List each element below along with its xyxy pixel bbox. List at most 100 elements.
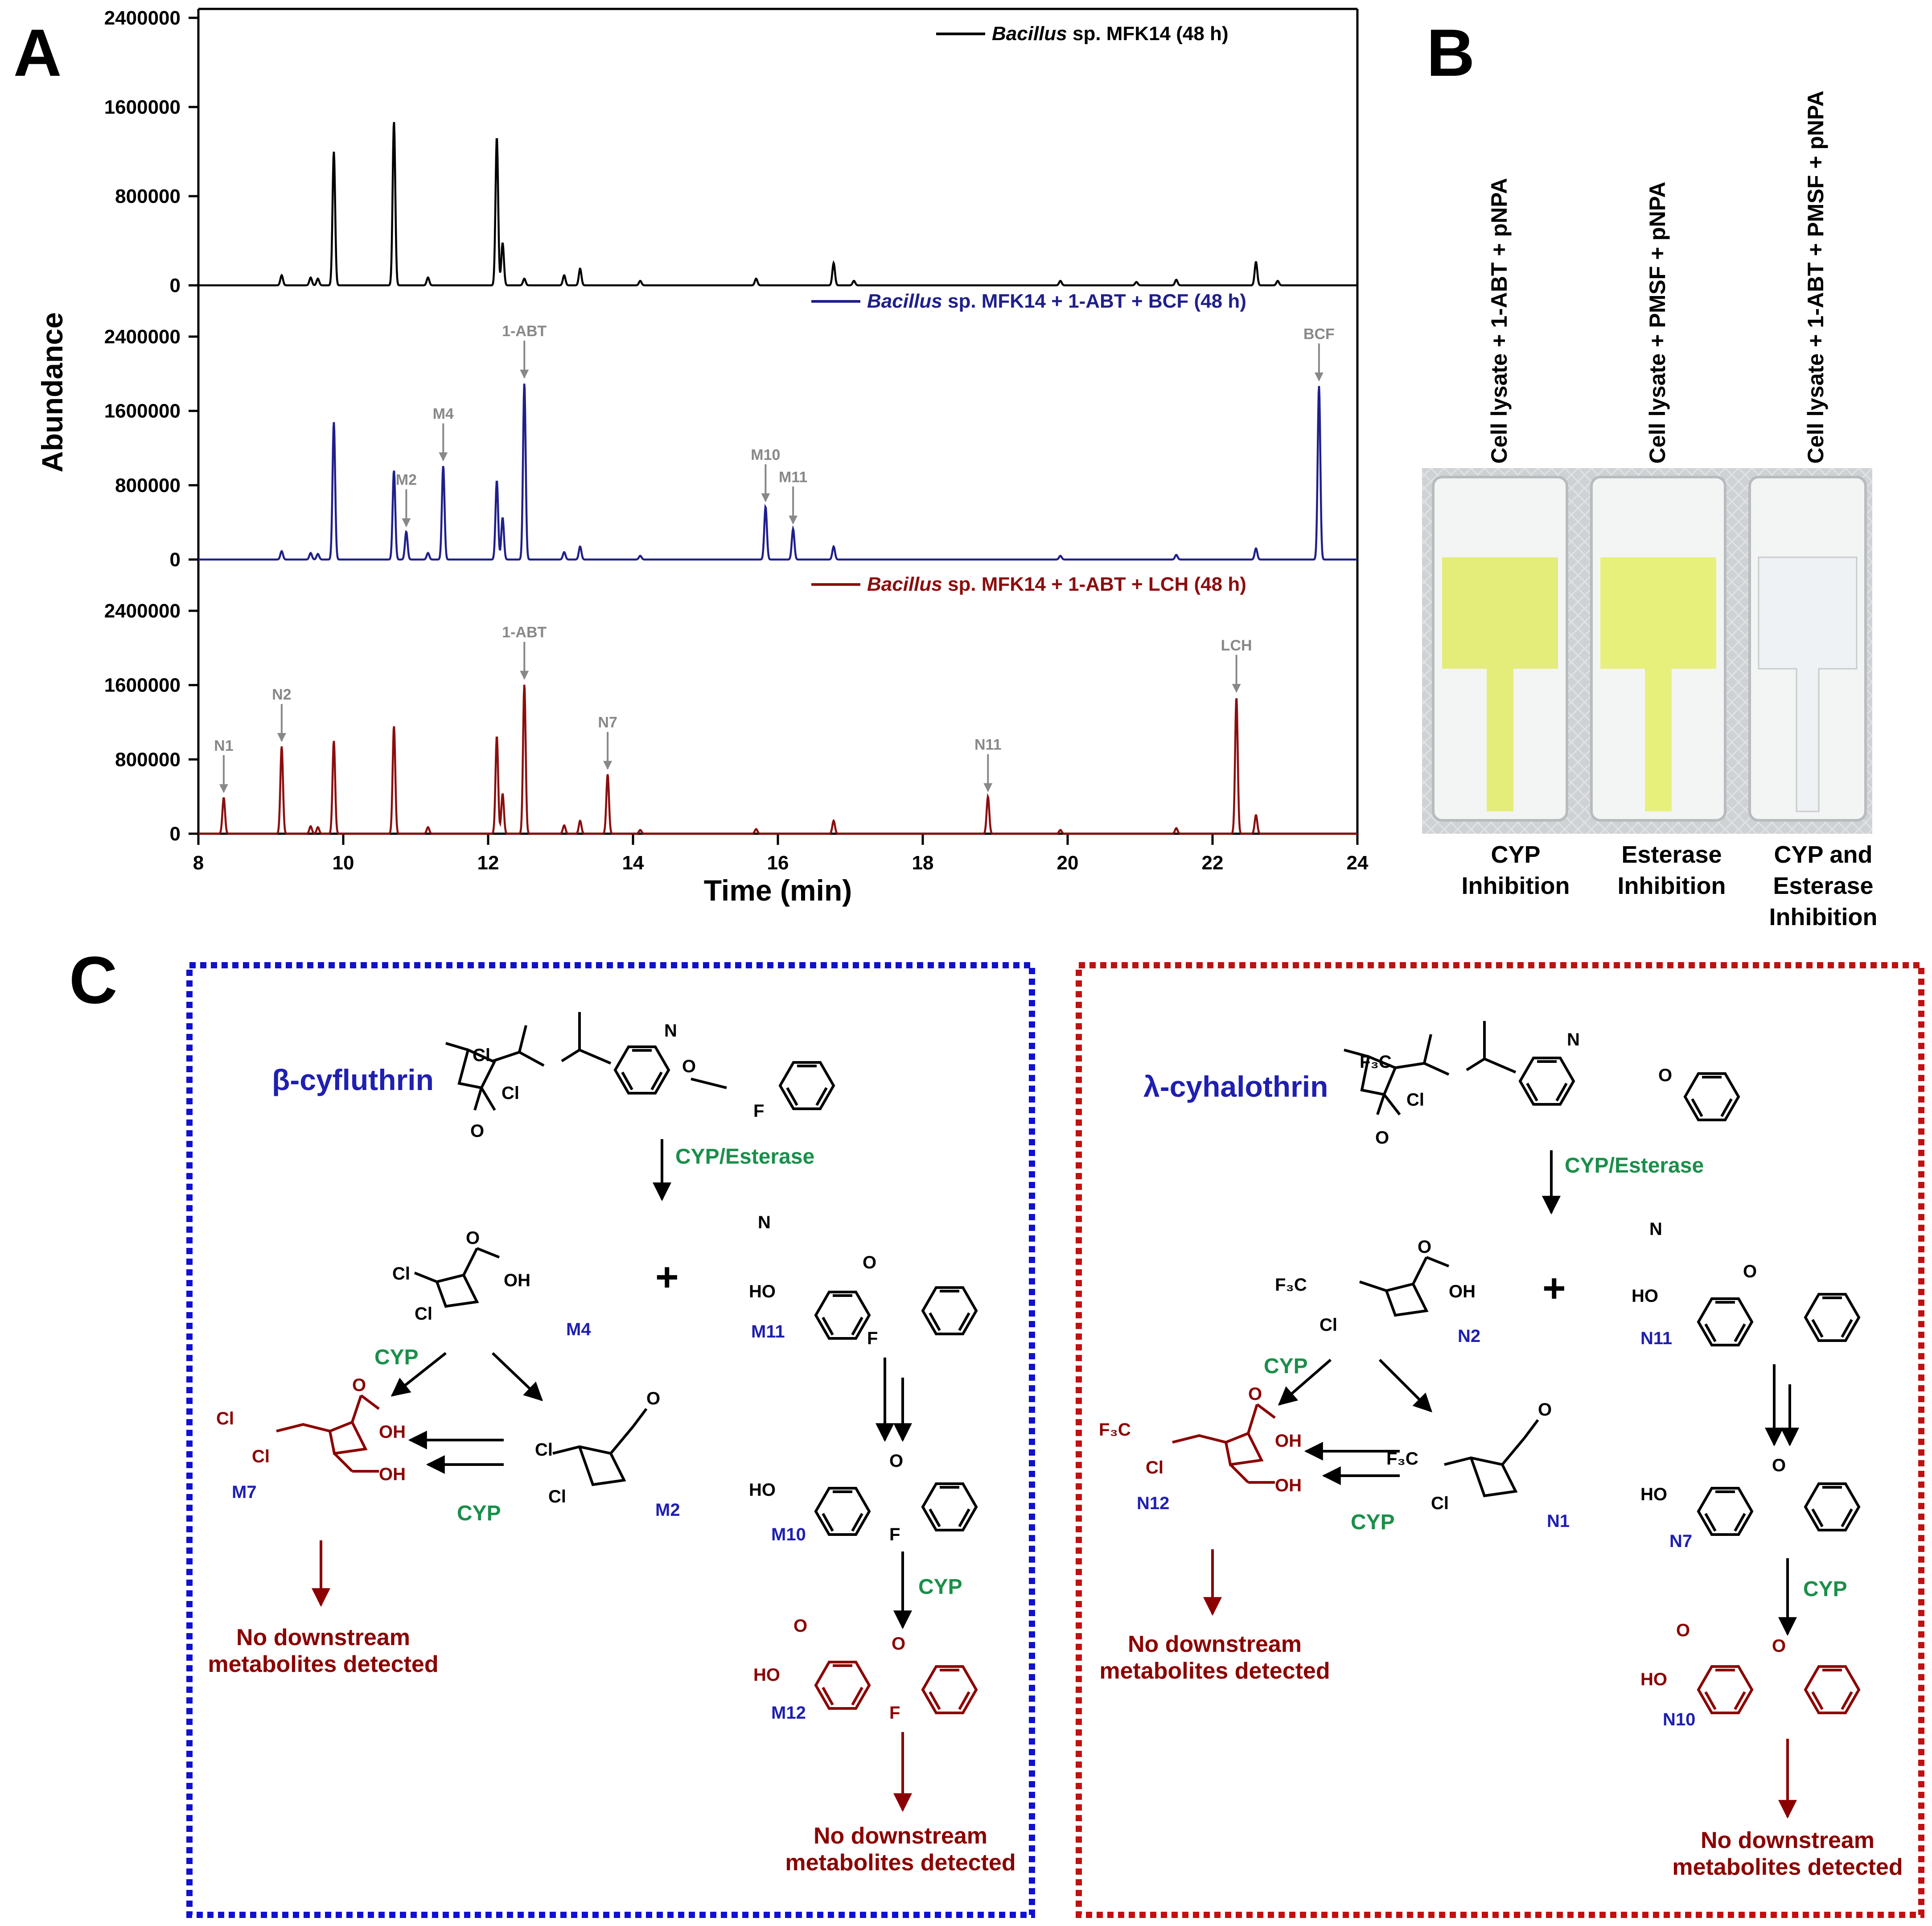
lch-alcohol-label: N11 [1640,1329,1672,1348]
bcf-acid-label: M4 [566,1320,591,1339]
bcf-m4-cl2: Cl [415,1304,432,1324]
bcf-alcohol-label: M11 [751,1322,785,1342]
lch-aldehyde-label: N1 [1547,1511,1570,1531]
cuvette-photo [1422,468,1872,834]
y-tick-label: 0 [170,275,181,296]
bcf-m2-cl2: Cl [548,1487,566,1506]
chromatogram-trace-2 [198,383,1357,561]
tube-2-label: Cell lysate + PMSF + pNPA [1645,181,1670,464]
lch-o: O [1658,1066,1672,1085]
bcf-m12-o2: O [892,1634,905,1654]
bcf-o2-label: O [470,1121,484,1141]
lch-cl: Cl [1406,1090,1424,1110]
peak-label-m10: M10 [751,446,780,463]
peak-label-n1: N1 [214,737,233,754]
lch-pathway-box [1076,962,1924,1918]
legend-label-1: Bacillus sp. MFK14 (48 h) [992,23,1229,45]
tube-3-caption-line-1: CYP and [1774,841,1872,868]
bcf-cl2: Cl [501,1083,519,1103]
x-tick-label: 24 [1347,852,1369,874]
x-tick-label: 14 [622,852,644,874]
bcf-m10-ho: HO [749,1480,776,1500]
bcf-benzyl-alcohol-label: M10 [771,1525,806,1544]
x-tick-label: 8 [193,852,204,874]
lch-nd-2-line-2: metabolites detected [1672,1854,1903,1880]
bcf-m12-f: F [889,1703,900,1723]
y-tick-label: 800000 [115,749,181,770]
bcf-nd-2-line-2: metabolites detected [785,1850,1015,1876]
bcf-cyp-3: CYP [918,1575,962,1599]
lch-n12-oh2: OH [1275,1476,1302,1495]
peak-label-m2: M2 [396,472,417,489]
x-tick-label: 20 [1057,852,1079,874]
bcf-nd-2-line-1: No downstream [814,1823,987,1849]
bcf-compound-name: β-cyfluthrin [272,1063,434,1096]
bcf-nd-1-line-1: No downstream [236,1625,410,1650]
lch-o2: O [1375,1128,1389,1148]
bcf-cyp-1: CYP [374,1346,419,1369]
cuvette-1 [1432,476,1568,822]
bcf-cyp-2: CYP [457,1502,501,1525]
bcf-benzoic-acid-label: M12 [771,1703,806,1723]
bcf-m11-o: O [863,1253,876,1272]
bcf-aldehyde-label: M2 [655,1500,680,1520]
lch-benzoic-acid-label: N10 [1663,1710,1695,1729]
x-tick-label: 12 [477,852,499,874]
bcf-o-label: O [682,1057,696,1076]
x-tick-label: 16 [767,852,789,874]
peak-label-m4: M4 [433,406,454,423]
tube-1-label: Cell lysate + 1-ABT + pNPA [1487,178,1512,464]
tube-2-caption-line-2: Inhibition [1618,872,1726,899]
peak-label-m11: M11 [779,469,807,486]
lch-n7-ho: HO [1640,1485,1667,1504]
lch-acid-label: N2 [1458,1326,1480,1346]
bcf-hydroxy-acid-label: M7 [232,1482,257,1502]
lch-n: N [1567,1030,1580,1049]
x-tick-label: 18 [912,852,934,874]
bcf-m4-oh: OH [504,1271,530,1290]
peak-label-lch: LCH [1221,637,1252,654]
x-tick-label: 10 [333,852,354,874]
x-axis-label: Time (min) [704,874,852,907]
bcf-pathway-box [186,962,1035,1918]
bcf-m2-cl1: Cl [535,1440,553,1460]
bcf-m7-oh: OH [379,1422,406,1442]
tube-1-caption-line-1: CYP [1491,841,1540,868]
bcf-m10-o: O [889,1451,903,1471]
bcf-pathway: β-cyfluthrin O O Cl Cl N F CYP/Esterase … [208,1012,1016,1876]
peak-label-n2: N2 [272,686,291,703]
y-tick-label: 800000 [115,474,181,496]
y-tick-label: 2400000 [104,326,181,348]
tube-2-caption-line-1: Esterase [1621,841,1722,868]
lch-n7-o: O [1772,1456,1786,1475]
bcf-f: F [753,1101,764,1121]
bcf-m10-f: F [889,1525,900,1544]
peak-label-bcf: BCF [1303,325,1335,342]
panel-b-letter: B [1426,15,1475,90]
bcf-m7-oh2: OH [379,1465,406,1484]
lch-cyp-3: CYP [1803,1577,1847,1601]
lch-n2-oh: OH [1449,1282,1476,1301]
bcf-m7-cl2: Cl [252,1447,270,1466]
lch-n1-cl: Cl [1431,1494,1449,1513]
lch-nd-1-line-2: metabolites detected [1099,1658,1330,1684]
legend-label-3: Bacillus sp. MFK14 + 1-ABT + LCH (48 h) [867,573,1246,595]
lch-cyp-2: CYP [1351,1510,1395,1534]
bcf-m11-ho: HO [749,1282,776,1301]
bcf-nd-1-line-2: metabolites detected [208,1651,438,1677]
bcf-structure [445,1012,612,1111]
peak-label-n11: N11 [974,737,1002,753]
bcf-m4-o: O [466,1228,480,1248]
cuvette-2 [1590,476,1726,822]
peak-label-1-abt: 1-ABT [502,624,547,641]
peak-label-1-abt: 1-ABT [502,323,547,340]
lch-n10-ho: HO [1640,1670,1667,1689]
lch-n12-f3c: F₃C [1099,1420,1131,1440]
bcf-step1-label: CYP/Esterase [675,1145,814,1169]
y-axis-label: Abundance [36,312,69,472]
chromatogram-trace-3 [198,684,1357,835]
panel-c-letter: C [69,942,117,1017]
lch-n12-cl: Cl [1146,1458,1163,1477]
bcf-m12-o: O [793,1616,807,1636]
lch-n11-n: N [1649,1219,1662,1239]
